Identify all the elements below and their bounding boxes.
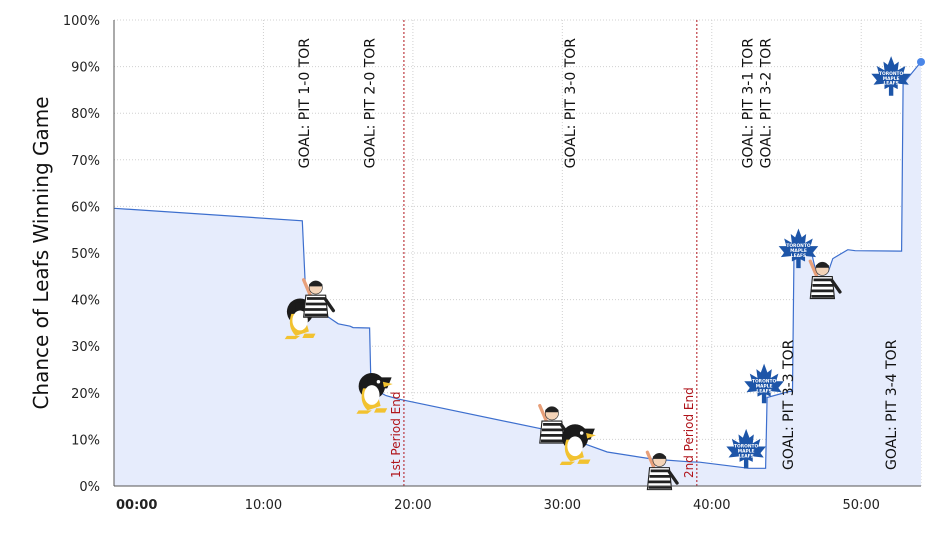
y-tick-label: 80% xyxy=(71,107,100,122)
x-tick-label: 50:00 xyxy=(842,498,879,513)
y-tick-label: 20% xyxy=(71,387,100,402)
axes: 0% 10% 20% 30% 40% 50% 60% 70% 80% 90% 100% 00:00 10… xyxy=(63,14,921,513)
period-markers: 1st Period End 2nd Period End xyxy=(389,20,698,486)
x-tick-label: 10:00 xyxy=(245,498,282,513)
y-tick-label: 50% xyxy=(71,247,100,262)
goal-label: GOAL: PIT 3-4 TOR xyxy=(884,339,900,470)
end-point-marker xyxy=(917,57,925,66)
goal-labels: GOAL: PIT 1-0 TOR GOAL: PIT 2-0 TOR GOAL: … xyxy=(297,38,900,470)
y-tick-label: 60% xyxy=(71,200,100,215)
goal-label: GOAL: PIT 3-0 TOR xyxy=(563,38,579,169)
series-line xyxy=(113,61,922,469)
y-tick-label: 30% xyxy=(71,340,100,355)
y-tick-label: 10% xyxy=(71,433,100,448)
y-tick-label: 40% xyxy=(71,294,100,309)
goal-label: GOAL: PIT 2-0 TOR xyxy=(363,38,379,169)
y-tick-label: 100% xyxy=(63,14,100,29)
period-end-label: 1st Period End xyxy=(389,392,403,478)
goal-label: GOAL: PIT 3-2 TOR xyxy=(759,38,775,169)
area-layer xyxy=(113,61,922,487)
goal-label: GOAL: PIT 1-0 TOR xyxy=(297,38,313,169)
x-tick-label: 20:00 xyxy=(394,498,431,513)
y-tick-label: 70% xyxy=(71,154,100,169)
goal-label: GOAL: PIT 3-1 TOR xyxy=(741,38,757,169)
x-tick-label: 40:00 xyxy=(693,498,730,513)
event-icons xyxy=(284,56,925,492)
goal-label: GOAL: PIT 3-3 TOR xyxy=(781,339,797,470)
y-axis-label: Chance of Leafs Winning Game xyxy=(29,96,53,409)
x-tick-label: 30:00 xyxy=(544,498,581,513)
y-tick-label: 0% xyxy=(79,480,100,495)
y-tick-label: 90% xyxy=(71,61,100,76)
period-end-label: 2nd Period End xyxy=(682,387,696,478)
x-tick-label: 00:00 xyxy=(116,498,157,513)
series-area xyxy=(114,61,921,487)
